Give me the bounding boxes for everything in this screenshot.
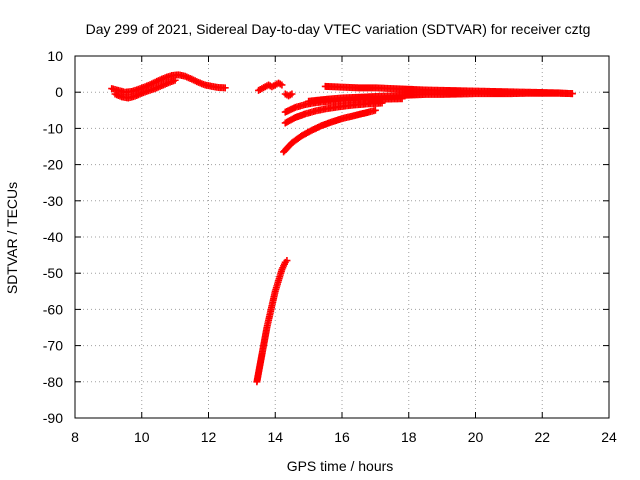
data-point-fill: [116, 92, 124, 100]
x-tick-label: 22: [534, 429, 550, 445]
chart-title: Day 299 of 2021, Sidereal Day-to-day VTE…: [86, 21, 591, 37]
y-tick-label: -70: [43, 338, 63, 354]
data-point-fill: [199, 80, 207, 88]
grid: [75, 56, 609, 418]
x-tick-label: 10: [134, 429, 150, 445]
data-point-fill: [264, 318, 272, 326]
x-tick-label: 12: [201, 429, 217, 445]
y-tick-label: -90: [43, 410, 63, 426]
x-tick-label: 20: [468, 429, 484, 445]
data-point-fill: [279, 264, 287, 272]
data-point-fill: [276, 273, 284, 281]
data-point-fill: [169, 77, 177, 85]
data-point-fill: [363, 108, 371, 116]
y-tick-label: -40: [43, 229, 63, 245]
x-tick-label: 24: [601, 429, 617, 445]
data-point-fill: [286, 141, 294, 149]
series-small-cluster-14.5: [281, 90, 296, 100]
data-point-fill: [310, 108, 318, 116]
data-point-fill: [277, 267, 285, 275]
data-point-fill: [179, 72, 187, 80]
data-point-fill: [295, 133, 303, 141]
x-tick-label: 16: [334, 429, 350, 445]
data-point-fill: [266, 311, 274, 319]
series-arc-morning-lower: [111, 76, 179, 102]
x-axis-label: GPS time / hours: [287, 458, 394, 474]
data-point-fill: [376, 99, 384, 107]
data-point-fill: [567, 90, 575, 98]
data-point-fill: [271, 289, 279, 297]
series-fan-arc-3: [280, 106, 379, 156]
series-fan-arc-1: [281, 95, 406, 116]
data-point-fill: [286, 91, 294, 99]
data-point-fill: [159, 74, 167, 82]
data-point-fill: [274, 278, 282, 286]
y-tick-label: -60: [43, 301, 63, 317]
x-tick-label: 8: [71, 429, 79, 445]
data-point-fill: [280, 260, 288, 268]
data-point-fill: [272, 284, 280, 292]
data-point-fill: [149, 85, 157, 93]
y-axis-label: SDTVAR / TECUs: [4, 182, 20, 294]
data-point-fill: [370, 107, 378, 115]
data-point: [283, 257, 291, 265]
data-point-fill: [269, 296, 277, 304]
data-point-fill: [136, 90, 144, 98]
y-tick-label: -20: [43, 157, 63, 173]
y-tick-label: -10: [43, 120, 63, 136]
y-tick-label: -30: [43, 193, 63, 209]
data-point-fill: [163, 80, 171, 88]
data-point-fill: [143, 87, 151, 95]
series-fan-arc-2: [281, 99, 386, 127]
data-point-fill: [156, 82, 164, 90]
data-point-fill: [193, 78, 201, 86]
series-cluster-13.7: [255, 79, 286, 94]
data-marks: [108, 71, 576, 386]
data-point-fill: [276, 80, 284, 88]
x-tick-label: 18: [401, 429, 417, 445]
data-point-fill: [129, 93, 137, 101]
series-steep-descent: [253, 257, 291, 386]
data-point-fill: [267, 304, 275, 312]
x-tick-label: 14: [267, 429, 283, 445]
y-tick-label: 10: [47, 48, 63, 64]
data-point-fill: [220, 84, 228, 92]
y-tick-label: -80: [43, 374, 63, 390]
axis-ticks: 8 10 12 14 16 18 20 22 24 10 0 -10 -20 -30 -40 -50 -60 -7…: [43, 48, 617, 445]
y-tick-label: 0: [55, 84, 63, 100]
y-tick-label: -50: [43, 265, 63, 281]
data-point-fill: [397, 95, 405, 103]
